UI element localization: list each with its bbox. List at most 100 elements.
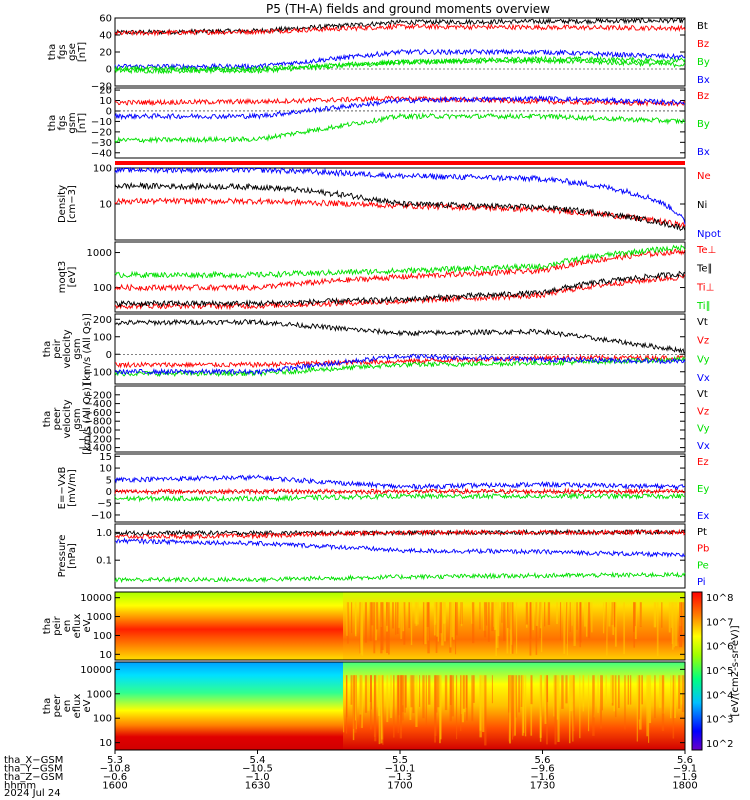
panel-frame <box>114 453 686 523</box>
y-axis-label: [nT] <box>77 42 88 62</box>
spectrogram-streak <box>402 602 405 632</box>
legend-entry: Vx <box>697 441 710 452</box>
y-axis-label: [nT] <box>77 113 88 133</box>
y-axis-label: tha <box>42 341 53 357</box>
date-label: 2024 Jul 24 <box>4 788 61 799</box>
spectrogram-streak <box>455 602 458 636</box>
series-line-fgs_gsm-Bx <box>114 94 686 121</box>
spectrogram-streak <box>449 675 452 722</box>
spectrogram-streak <box>425 675 427 726</box>
spectrogram-streak <box>399 675 402 739</box>
spectrogram-streak <box>656 602 659 657</box>
spectrogram-streak <box>673 602 675 648</box>
panel-frame <box>114 241 686 313</box>
x-axis-annotation: tha_X−GSM 5.3 5.4 5.5 5.6 5.6 tha_Y−GSM −10.8 −1… <box>4 750 698 792</box>
y-tick-label: −1400 <box>78 443 112 454</box>
y-axis-label: tha <box>47 44 58 60</box>
colorbar-label: [eV/(cm2-s-sr-eV)] <box>730 625 741 716</box>
spectrogram-streak <box>613 675 616 712</box>
spectrogram-streak <box>369 602 372 642</box>
y-tick-label: 200 <box>93 315 112 326</box>
spectrogram-streak <box>559 602 562 641</box>
spectrogram-streak <box>370 675 372 730</box>
spectrogram-streak <box>624 675 626 730</box>
spectrogram-streak <box>658 675 662 708</box>
spectrogram-streak <box>346 675 348 718</box>
spectrogram-streak <box>350 675 353 705</box>
spectrogram-streak <box>346 602 348 636</box>
x-axis-row-value: −10.1 <box>385 764 416 775</box>
spectrogram-streak <box>566 602 568 656</box>
spectrogram-streak <box>633 602 635 632</box>
spectrogram-streak <box>535 602 538 626</box>
spectrogram-streak <box>370 602 374 626</box>
y-tick-label: 10 <box>99 650 112 661</box>
spectrogram-streak <box>426 602 429 628</box>
spectrogram-streak <box>674 675 676 718</box>
y-tick-label: −100 <box>85 367 112 378</box>
y-tick-label: 10 <box>99 96 112 107</box>
spectrogram-streak <box>569 602 571 632</box>
series-line-density-Npot <box>114 166 686 225</box>
spectrogram-streak <box>678 675 681 709</box>
spectrogram-streak <box>682 602 685 635</box>
spectrogram-streak <box>582 675 585 712</box>
spectrogram-streak <box>479 602 481 630</box>
spectrogram-streak <box>361 602 364 656</box>
series-line-efield-Ex <box>114 474 686 491</box>
y-axis-label: gsm <box>72 338 83 359</box>
colorbar-gradient <box>691 591 703 751</box>
colorbar-tick-label: 10^4 <box>706 690 733 701</box>
spectrogram-streak <box>565 675 568 704</box>
y-tick-label: 1.0 <box>96 528 112 539</box>
panel-fgs_gse: 60 40 20 0 −20 tha fgs gse [nT] Bt Bz By Bx <box>47 14 710 93</box>
spectrogram-streak <box>364 675 368 713</box>
spectrogram-streak <box>441 602 444 646</box>
colorbar-tick-label: 10^3 <box>706 715 733 726</box>
spectrogram-streak <box>343 675 345 733</box>
x-axis-row-name: tha_Z−GSM <box>4 772 63 783</box>
spectrogram-streak <box>472 602 475 644</box>
x-axis-row-value: 1630 <box>245 781 270 792</box>
spectrogram-streak <box>680 602 683 648</box>
legend-entry: Vt <box>697 389 708 400</box>
spectrogram-streak <box>512 675 515 737</box>
spectrogram-streak <box>410 675 413 708</box>
y-axis-label: gse <box>67 43 78 61</box>
series-line-peir_vel-Vz <box>114 353 686 369</box>
y-tick-label: 100 <box>93 332 112 343</box>
y-tick-label: 10 <box>99 464 112 475</box>
spectrogram-streak <box>639 602 642 627</box>
spectrogram-streak <box>580 602 582 643</box>
spectrogram-streak <box>443 602 446 624</box>
y-tick-label: 0 <box>106 65 112 76</box>
spectrogram-streak <box>615 675 617 718</box>
spectrogram-streak <box>414 602 417 624</box>
spectrogram-streak <box>515 675 518 718</box>
spectrogram-streak <box>380 602 383 654</box>
y-axis-label: eV <box>82 699 93 712</box>
x-axis-row-name: hhmm <box>4 781 36 792</box>
x-axis-row-value: −1.0 <box>245 772 269 783</box>
y-axis-label: eflux <box>72 614 83 639</box>
series-line-temp-Ti⊥ <box>114 248 686 292</box>
series-line-temp-Te∥ <box>114 270 686 309</box>
panel-peer_vel: −200−400−600−800−1000−1200−1400 tha peer ve… <box>42 383 710 455</box>
series-line-density-Ni <box>114 181 686 232</box>
spectrogram-streak <box>680 675 683 705</box>
spectrogram-streak <box>460 675 462 731</box>
spectrogram-streak <box>585 602 588 637</box>
spectrogram-streak <box>672 602 674 650</box>
spectrogram-streak <box>377 675 379 708</box>
spectrogram-streak <box>386 675 389 723</box>
spectrogram-streak <box>409 675 412 720</box>
spectrogram-streak <box>641 675 643 705</box>
spectrogram-streak <box>602 602 605 634</box>
x-axis-row-value: −10.8 <box>100 764 131 775</box>
y-tick-label: −200 <box>85 390 112 401</box>
y-axis-label: peir <box>52 338 63 358</box>
spectrogram-streak <box>419 675 421 707</box>
spectrogram-streak <box>611 675 614 706</box>
